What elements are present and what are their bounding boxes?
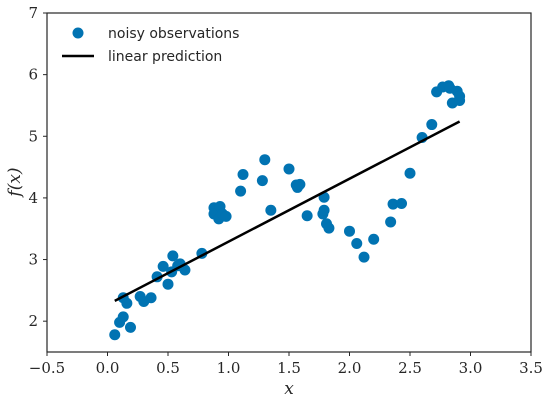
- scatter-point-41: [358, 251, 370, 263]
- scatter-point-8: [145, 292, 157, 304]
- scatter-point-13: [167, 250, 179, 262]
- chart-marks: [109, 80, 466, 341]
- legend-label-linear-prediction: linear prediction: [108, 49, 222, 65]
- scatter-point-39: [344, 225, 355, 237]
- y-tick-label-2: 4: [28, 189, 38, 207]
- scatter-point-46: [404, 167, 416, 179]
- scatter-point-26: [256, 175, 268, 187]
- legend-marker-noisy-observations: [72, 27, 84, 39]
- y-tick-label-5: 7: [28, 4, 38, 22]
- scatter-point-44: [387, 198, 399, 210]
- scatter-point-29: [283, 163, 295, 175]
- x-tick-label-1: 0.0: [96, 359, 120, 377]
- scatter-point-23: [220, 210, 232, 222]
- x-axis-ticks: −0.5 0.0 0.5 1.0 1.5 2.0 2.5 3.0 3.5: [29, 352, 543, 377]
- scatter-point-10: [157, 260, 169, 272]
- scatter-point-33: [301, 210, 313, 222]
- scatter-point-25: [237, 168, 249, 180]
- y-tick-label-1: 3: [28, 251, 38, 269]
- scatter-point-43: [385, 216, 397, 228]
- x-tick-label-6: 2.5: [398, 359, 422, 377]
- scatter-point-40: [351, 238, 363, 250]
- y-axis-label: f(x): [5, 167, 25, 198]
- x-tick-label-2: 0.5: [156, 359, 180, 377]
- y-tick-label-4: 6: [28, 66, 38, 84]
- scatter-point-11: [162, 278, 174, 290]
- legend: noisy observations linear prediction: [62, 26, 239, 65]
- scatter-point-27: [259, 154, 271, 166]
- x-tick-label-7: 3.0: [459, 359, 483, 377]
- scatter-point-48: [426, 119, 438, 131]
- scatter-point-45: [396, 197, 408, 209]
- x-tick-label-5: 2.0: [338, 359, 362, 377]
- scatter-point-24: [235, 185, 247, 197]
- x-tick-label-0: −0.5: [29, 359, 65, 377]
- scatter-point-28: [265, 204, 277, 216]
- scatter-point-4: [121, 297, 133, 309]
- scatter-point-56: [454, 95, 466, 107]
- y-tick-label-0: 2: [28, 312, 38, 330]
- scatter-point-32: [294, 178, 306, 190]
- scatter-point-38: [323, 222, 335, 234]
- x-axis-label: x: [284, 379, 294, 399]
- scatter-point-5: [124, 321, 136, 333]
- scatter-point-35: [318, 204, 330, 216]
- y-axis-ticks: 2 3 4 5 6 7: [28, 4, 47, 330]
- x-tick-label-3: 1.0: [217, 359, 241, 377]
- x-tick-label-8: 3.5: [519, 359, 543, 377]
- scatter-point-16: [179, 264, 191, 276]
- linear-prediction-line: [114, 120, 461, 302]
- scatter-point-0: [109, 329, 121, 341]
- legend-label-noisy-observations: noisy observations: [108, 26, 239, 42]
- x-tick-label-4: 1.5: [277, 359, 301, 377]
- y-tick-label-3: 5: [28, 127, 38, 145]
- scatter-point-42: [368, 233, 380, 245]
- scatter-point-2: [117, 311, 129, 323]
